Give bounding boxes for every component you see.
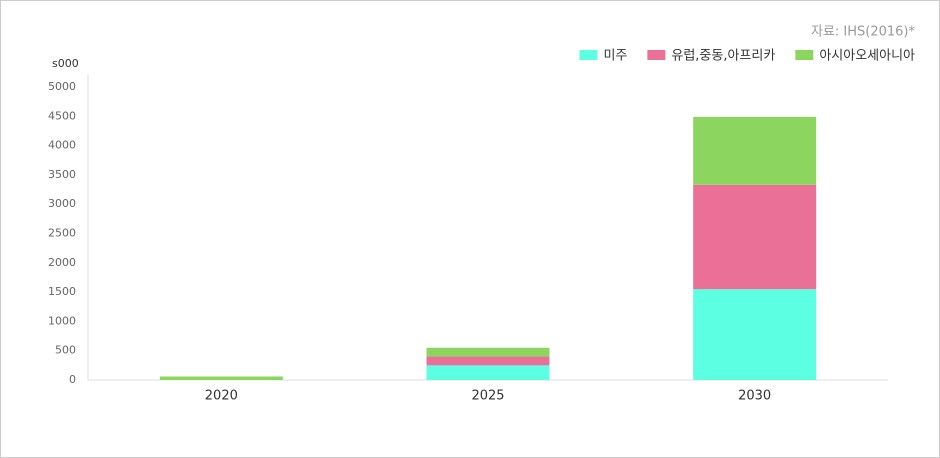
- legend-label: 유럽,중동,아프리카: [671, 49, 775, 64]
- y-tick-label: 500: [55, 344, 76, 357]
- y-tick-label: 3500: [48, 168, 76, 181]
- x-tick-label: 2025: [471, 389, 504, 404]
- source: 자료: IHS(2016)*: [811, 25, 916, 40]
- x-tick-label: 2020: [205, 389, 238, 404]
- y-tick-label: 3000: [48, 197, 76, 210]
- bar-segment: [693, 289, 817, 380]
- legend-swatch: [647, 50, 666, 60]
- legend-label: 미주: [603, 49, 627, 64]
- bar-segment: [159, 376, 283, 380]
- bar-segment: [693, 184, 817, 290]
- bar-segment: [426, 356, 550, 366]
- x-tick-label: 2030: [738, 389, 771, 404]
- y-tick-label: 1500: [48, 285, 76, 298]
- y-tick-label: 2000: [48, 256, 76, 269]
- legend-swatch: [795, 50, 814, 60]
- y-tick-label: 4500: [48, 109, 76, 122]
- bar-segment: [426, 365, 550, 380]
- legend-label: 아시아오세아니아: [819, 49, 915, 64]
- y-tick-label: 0: [69, 373, 76, 386]
- legend-swatch: [579, 50, 598, 60]
- y-tick-label: 1000: [48, 314, 76, 327]
- y-tick-label: 4000: [48, 139, 76, 152]
- y-tick-label: 5000: [48, 80, 76, 93]
- bar-segment: [693, 116, 817, 185]
- y-tick-label: 2500: [48, 227, 76, 240]
- y-unit: s000: [52, 57, 79, 70]
- bar-segment: [426, 347, 550, 357]
